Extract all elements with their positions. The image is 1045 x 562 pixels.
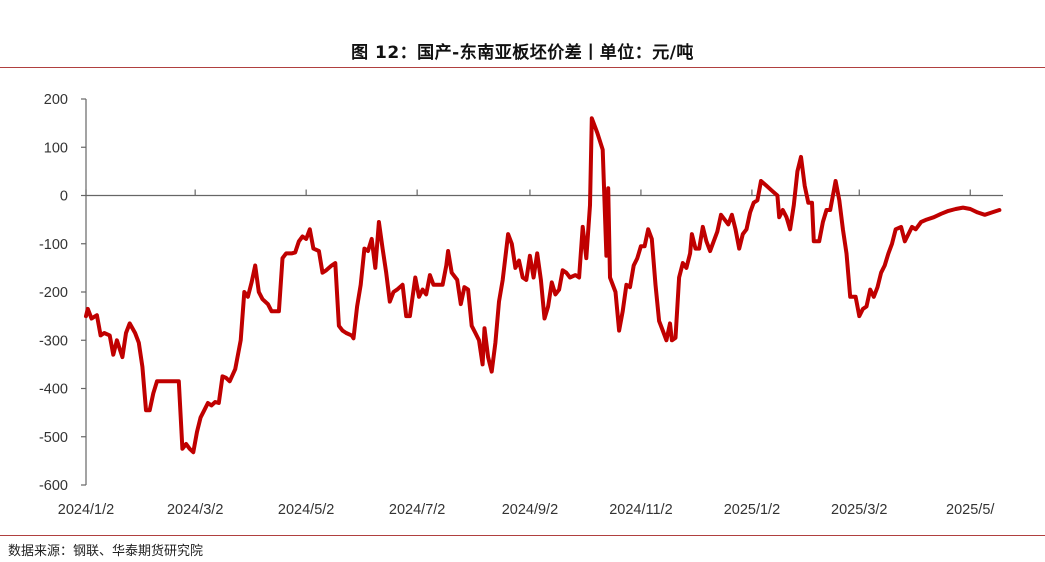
y-tick-label: -400: [39, 382, 68, 398]
top-divider: [0, 67, 1045, 68]
bottom-divider: [0, 535, 1045, 536]
y-tick-label: -500: [39, 430, 68, 446]
x-tick-label: 2024/5/2: [278, 502, 334, 518]
source-note: 数据来源：钢联、华泰期货研究院: [8, 544, 204, 559]
x-tick-label: 2025/3/2: [831, 502, 887, 518]
series-line: [84, 116, 1002, 455]
x-tick-label: 2024/7/2: [389, 502, 445, 518]
line-chart: 200 100 0 -100 -200 -300 -400 -500 -600 2024/1/2 2…: [39, 92, 1003, 518]
y-tick-label: 100: [44, 140, 68, 156]
x-tick-label: 2024/1/2: [58, 502, 114, 518]
chart-title: 图 12：国产-东南亚板坯价差丨单位：元/吨: [351, 43, 694, 63]
y-tick-label: -600: [39, 478, 68, 494]
x-tick-label: 2025/5/: [946, 502, 995, 518]
y-tick-label: 0: [60, 189, 68, 205]
y-tick-label: -200: [39, 285, 68, 301]
y-tick-label: 200: [44, 92, 68, 108]
x-tick-label: 2024/3/2: [167, 502, 223, 518]
y-tick-label: -300: [39, 333, 68, 349]
x-tick-label: 2024/11/2: [609, 502, 672, 518]
x-tick-label: 2024/9/2: [502, 502, 558, 518]
y-tick-label: -100: [39, 237, 68, 253]
x-tick-label: 2025/1/2: [724, 502, 780, 518]
